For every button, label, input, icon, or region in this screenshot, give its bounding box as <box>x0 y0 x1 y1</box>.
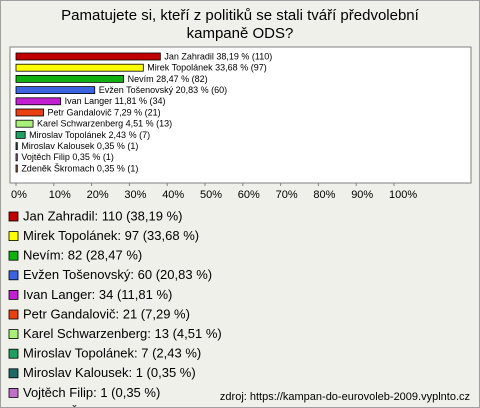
x-tick-label: 60% <box>238 189 260 201</box>
legend-label: Jan Zahradil: 110 (38,19 %) <box>23 208 182 223</box>
legend-label: Zdeněk Škromach: 1 (0,35 %) <box>23 404 196 407</box>
value-label: Karel Schwarzenberg 4,51 % (13) <box>37 119 172 129</box>
value-label: Petr Gandalovič 7,29 % (21) <box>48 107 161 117</box>
legend-label: Karel Schwarzenberg: 13 (4,51 %) <box>23 326 222 341</box>
legend-swatch <box>8 329 19 340</box>
x-tick-label: 80% <box>313 189 335 201</box>
legend-label: Vojtěch Filip: 1 (0,35 %) <box>23 385 160 400</box>
legend-label: Evžen Tošenovský: 60 (20,83 %) <box>23 267 212 282</box>
legend-swatch <box>8 270 19 281</box>
x-tick-label: 0% <box>11 189 27 201</box>
bar <box>15 119 34 128</box>
x-tick-label: 10% <box>49 189 71 201</box>
value-label: Ivan Langer 11,81 % (34) <box>65 96 166 106</box>
chart-title: Pamatujete si, kteří z politiků se stali… <box>61 7 419 42</box>
x-tick-label: 50% <box>200 189 222 201</box>
bar <box>15 97 62 106</box>
x-tick-label: 40% <box>162 189 184 201</box>
x-tick-label: 100% <box>389 189 417 201</box>
legend-label: Miroslav Topolánek: 7 (2,43 %) <box>23 346 201 361</box>
value-label: Evžen Tošenovský 20,83 % (60) <box>99 85 227 95</box>
bar <box>15 52 161 61</box>
bar <box>15 130 26 139</box>
bar <box>15 142 18 151</box>
value-label: Vojtěch Filip 0,35 % (1) <box>21 152 114 162</box>
x-tick-label: 30% <box>124 189 146 201</box>
bar <box>15 75 125 83</box>
legend-label: Mirek Topolánek: 97 (33,68 %) <box>23 228 199 243</box>
legend-swatch <box>8 211 19 222</box>
legend-swatch <box>8 387 19 398</box>
legend-swatch <box>8 368 19 379</box>
value-label: Jan Zahradil 38,19 % (110) <box>164 51 272 61</box>
legend-label: Miroslav Kalousek: 1 (0,35 %) <box>23 365 196 380</box>
value-label: Zdeněk Škromach 0,35 % (1) <box>21 163 138 173</box>
bar <box>15 153 18 162</box>
bar <box>15 86 96 94</box>
legend-swatch <box>8 231 19 242</box>
bar <box>15 108 44 117</box>
source: zdroj: https://kampan-do-eurovoleb-2009.… <box>220 391 470 403</box>
legend-label: Nevím: 82 (28,47 %) <box>23 248 142 263</box>
legend-label: Ivan Langer: 34 (11,81 %) <box>23 287 172 302</box>
legend-swatch <box>8 289 19 300</box>
legend-swatch <box>8 250 19 261</box>
legend-swatch <box>8 309 19 320</box>
legend-swatch <box>8 348 19 359</box>
bar <box>15 63 144 72</box>
value-label: Miroslav Kalousek 0,35 % (1) <box>21 141 138 151</box>
legend-label: Petr Gandalovič: 21 (7,29 %) <box>23 306 190 321</box>
value-label: Nevím 28,47 % (82) <box>128 74 208 84</box>
x-tick-label: 20% <box>87 189 109 201</box>
value-label: Miroslav Topolánek 2,43 % (7) <box>29 130 150 140</box>
x-tick-label: 70% <box>276 189 298 201</box>
value-label: Mirek Topolánek 33,68 % (97) <box>147 63 266 73</box>
x-tick-label: 90% <box>351 189 373 201</box>
bar <box>15 164 18 173</box>
